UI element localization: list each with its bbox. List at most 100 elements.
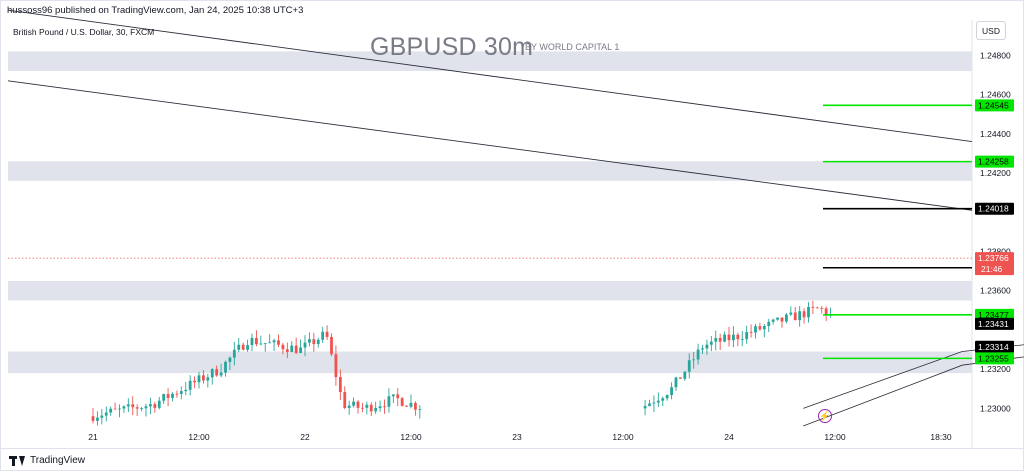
candle-body: [683, 371, 687, 379]
level-label: 1.23314: [978, 342, 1009, 352]
level-label: 1.24545: [978, 100, 1009, 110]
x-tick-label: 12:00: [612, 432, 634, 442]
candle-body: [100, 415, 104, 418]
level-label-bg: [975, 155, 1014, 168]
candle-body: [652, 402, 656, 404]
candle-body: [122, 406, 126, 409]
candle-body: [665, 395, 669, 399]
candle-body: [272, 340, 276, 343]
candle-body: [785, 314, 788, 322]
y-tick-label: 1.23800: [980, 246, 1011, 256]
x-tick-label: 22: [300, 432, 310, 442]
candle-body: [140, 408, 143, 410]
level-label: 1.23477: [978, 310, 1009, 320]
candle-body: [113, 408, 117, 410]
candle-body: [268, 342, 272, 344]
candle-body: [391, 394, 395, 397]
candle-body: [405, 405, 408, 407]
candle-body: [303, 342, 307, 348]
candle-body: [175, 393, 179, 395]
candle-body: [255, 337, 258, 345]
brand-logo[interactable]: TradingView: [9, 455, 85, 466]
candle-body: [740, 339, 744, 340]
candle-body: [696, 349, 700, 360]
current-price-label-bg: [975, 252, 1014, 276]
candle-body: [811, 306, 815, 308]
candle-body: [259, 343, 263, 345]
brand-name: TradingView: [30, 455, 86, 466]
level-label-bg: [975, 340, 1014, 353]
candle-body: [815, 307, 819, 309]
candle-body: [188, 380, 192, 390]
candle-body: [184, 389, 188, 392]
candle-body: [294, 345, 298, 353]
level-label-bg: [975, 352, 1014, 365]
candle-body: [780, 317, 784, 322]
y-tick-label: 1.24600: [980, 90, 1011, 100]
candle-body: [749, 332, 753, 333]
candle-body: [162, 394, 166, 401]
level-label: 1.23431: [978, 319, 1009, 329]
candle-body: [824, 308, 828, 316]
footer-bar: [0, 448, 1024, 471]
candle-body: [670, 387, 673, 396]
candle-body: [330, 336, 333, 355]
candle-body: [210, 369, 214, 378]
candle-body: [767, 321, 771, 327]
candle-body: [277, 340, 280, 345]
candle-body: [383, 406, 386, 408]
lightning-icon[interactable]: ⚡: [818, 409, 832, 423]
candle-body: [709, 341, 713, 345]
candle-body: [153, 404, 157, 408]
candle-body: [705, 344, 709, 349]
candle-body: [237, 344, 241, 350]
candle-body: [661, 398, 665, 401]
candle-body: [179, 391, 183, 394]
candle-body: [727, 334, 731, 341]
level-label-bg: [975, 99, 1014, 112]
countdown-label: 21:46: [981, 264, 1003, 274]
level-label-bg: [975, 202, 1014, 215]
candle-body: [321, 331, 325, 340]
level-label-bg: [975, 317, 1014, 330]
candle-body: [149, 404, 152, 407]
candle-body: [215, 369, 219, 376]
candle-body: [674, 377, 678, 388]
watermark-title: GBPUSD 30m: [370, 33, 534, 61]
candle-body: [232, 349, 236, 358]
x-tick-label: 12:00: [400, 432, 422, 442]
candle-body: [241, 344, 245, 350]
candle-body: [246, 345, 249, 350]
candle-body: [250, 337, 254, 346]
y-tick-label: 1.23600: [980, 286, 1011, 296]
candle-body: [157, 400, 161, 408]
level-label: 1.24258: [978, 157, 1009, 167]
y-tick-label: 1.23200: [980, 364, 1011, 374]
candle-body: [352, 401, 355, 406]
candle-body: [732, 334, 735, 341]
candle-body: [387, 396, 391, 407]
candle-body: [802, 311, 806, 318]
candle-body: [771, 319, 775, 322]
y-tick-label: 1.24200: [980, 168, 1011, 178]
publisher-text: hussoss96 published on TradingView.com, …: [7, 5, 304, 16]
candle-body: [762, 326, 766, 330]
candle-body: [290, 345, 294, 352]
candle-body: [166, 394, 170, 398]
candle-body: [126, 404, 130, 407]
candle-body: [718, 338, 722, 342]
candle-body: [687, 360, 691, 372]
candle-body: [312, 339, 316, 345]
candle-body: [219, 372, 223, 376]
candle-body: [347, 405, 351, 409]
candle-body: [104, 412, 108, 416]
candle-body: [361, 407, 364, 409]
currency-button[interactable]: USD: [976, 21, 1006, 40]
candle-body: [701, 348, 704, 350]
candle-body: [171, 393, 174, 398]
candle-body: [206, 377, 210, 381]
candle-body: [96, 417, 99, 421]
candle-body: [343, 391, 347, 409]
zone-band: [8, 280, 972, 301]
